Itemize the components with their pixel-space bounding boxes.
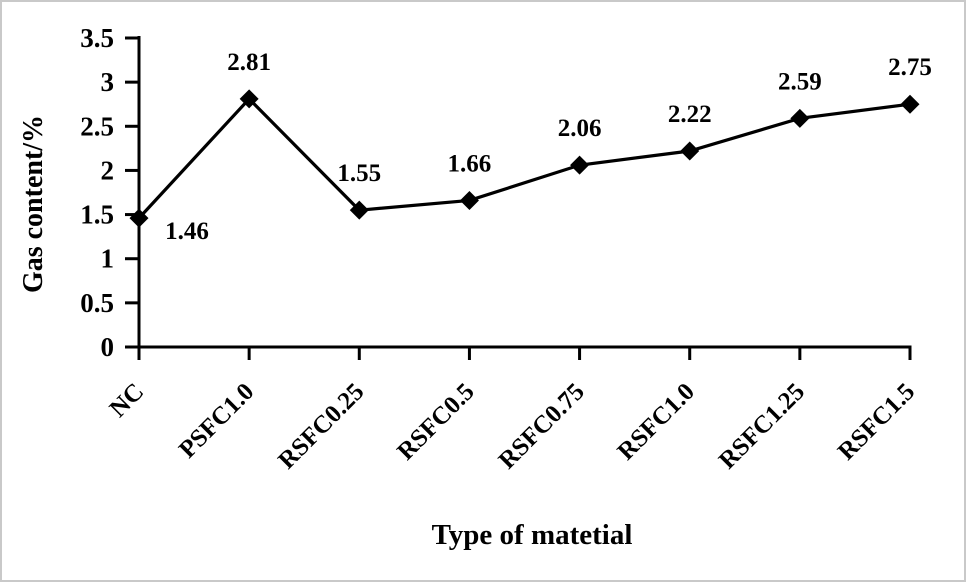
y-axis-title: Gas content/% — [18, 115, 49, 293]
y-axis-tick-label: 1.5 — [80, 200, 114, 230]
data-point-marker — [459, 190, 479, 210]
x-axis-tick-label: NC — [105, 378, 150, 423]
data-point-label: 1.55 — [337, 160, 381, 187]
data-point-marker — [570, 155, 590, 175]
x-axis-tick-label: PSFC1.0 — [174, 378, 259, 463]
data-point-marker — [790, 108, 810, 128]
data-point-marker — [129, 208, 149, 228]
y-axis-tick-label: 2 — [101, 155, 115, 185]
data-point-label: 2.22 — [668, 101, 712, 128]
y-axis-tick-label: 0 — [101, 332, 115, 362]
x-axis-tick-label: RSFC0.75 — [494, 378, 590, 474]
y-axis-tick-label: 1 — [101, 244, 115, 274]
x-axis-tick-label: RSFC1.0 — [613, 378, 700, 465]
data-point-marker — [239, 89, 259, 109]
y-axis-tick-label: 3 — [101, 67, 115, 97]
data-point-label: 1.46 — [165, 218, 209, 245]
y-axis-tick-label: 2.5 — [80, 111, 114, 141]
x-axis-tick-label: RSFC1.25 — [714, 378, 810, 474]
y-axis-tick-label: 0.5 — [80, 288, 114, 318]
data-point-marker — [900, 94, 920, 114]
x-axis-tick-label: RSFC1.5 — [833, 378, 920, 465]
x-axis-tick-label: RSFC0.5 — [392, 378, 479, 465]
x-axis-title: Type of matetial — [432, 519, 633, 551]
data-point-marker — [349, 200, 369, 220]
data-point-label: 2.81 — [227, 49, 271, 76]
y-axis-tick-label: 3.5 — [80, 23, 114, 53]
data-point-label: 2.06 — [558, 115, 602, 142]
data-point-label: 1.66 — [448, 150, 492, 177]
data-point-marker — [680, 141, 700, 161]
data-point-label: 2.59 — [778, 68, 822, 95]
data-point-label: 2.75 — [888, 54, 932, 81]
x-axis-tick-label: RSFC0.25 — [273, 378, 369, 474]
series-line — [137, 96, 911, 220]
